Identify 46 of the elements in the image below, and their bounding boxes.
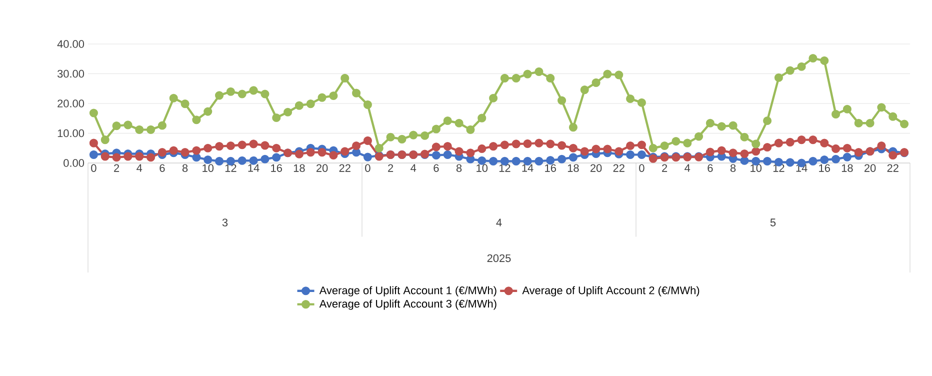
x-tick-label: 16 (545, 164, 556, 172)
legend-label: Average of Uplift Account 1 (€/MWh) (319, 286, 496, 296)
x-tick-label: 4 (136, 164, 142, 172)
x-tick-label: 16 (819, 164, 830, 172)
legend-label: Average of Uplift Account 2 (€/MWh) (522, 286, 700, 296)
x-tick-label: 8 (456, 164, 462, 172)
x-tick-label: 4 (410, 164, 416, 172)
x-tick-label: 10 (476, 164, 488, 172)
x-tick-label: 20 (864, 164, 876, 172)
x-tick-label: 20 (316, 164, 328, 172)
x-tick-label: 6 (160, 164, 165, 172)
x-tick-label: 12 (499, 164, 510, 172)
x-tick-label: 0 (91, 164, 96, 172)
x-tick-label: 8 (730, 164, 736, 172)
x-tick-label: 10 (202, 164, 214, 172)
x-tick-label: 22 (339, 164, 350, 172)
x-tick-label: 14 (248, 164, 260, 172)
x-tick-label: 0 (365, 164, 370, 172)
x-tick-label: 14 (522, 164, 534, 172)
x-tick-label: 10 (750, 164, 762, 172)
x-tick-label: 22 (613, 164, 624, 172)
x-tick-label: 18 (294, 164, 305, 172)
x-tick-label: 6 (708, 164, 713, 172)
x-tick-label: 0 (639, 164, 644, 172)
y-tick-label: 20.00 (58, 100, 84, 108)
y-tick-label: 30.00 (57, 70, 84, 78)
y-tick-label: 40.00 (57, 40, 84, 48)
x-tick-label: 2 (114, 164, 120, 172)
x-tick-label: 2 (662, 164, 668, 172)
y-tick-label: 10.00 (58, 129, 84, 138)
legend-label: Average of Uplift Account 3 (€/MWh) (319, 300, 496, 310)
x-tick-label: 18 (568, 164, 579, 172)
text: 5 (770, 218, 776, 226)
x-tick-label: 18 (842, 164, 853, 172)
x-tick-label: 8 (182, 164, 188, 172)
x-tick-label: 22 (887, 164, 898, 172)
x-tick-label: 16 (271, 164, 282, 172)
text: 4 (496, 218, 502, 226)
text: 3 (222, 218, 228, 226)
x-tick-label: 6 (434, 164, 439, 172)
x-tick-label: 2 (388, 164, 394, 172)
y-tick-label: 0.00 (64, 159, 84, 167)
x-tick-label: 20 (590, 164, 602, 172)
text: 2025 (487, 254, 511, 262)
x-tick-label: 4 (684, 164, 690, 172)
x-tick-label: 12 (225, 164, 236, 172)
